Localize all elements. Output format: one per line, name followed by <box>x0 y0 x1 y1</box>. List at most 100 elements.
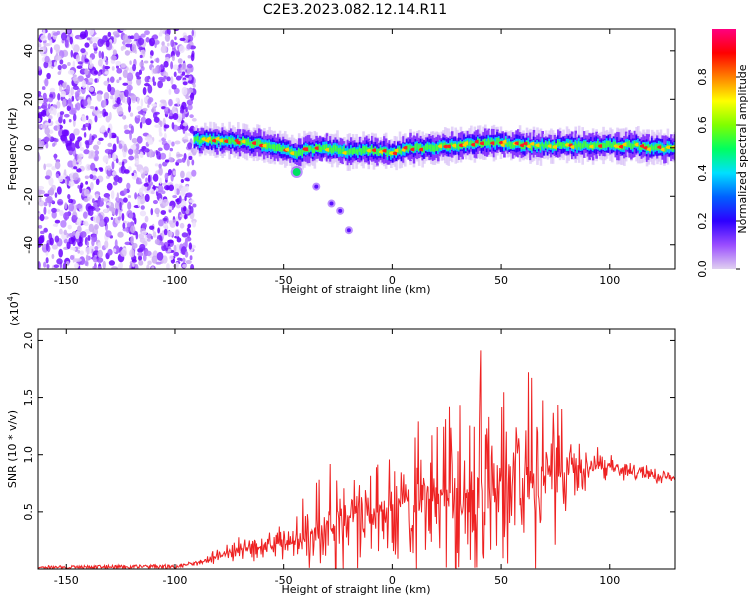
noise-blob <box>116 96 121 105</box>
ridge-cell <box>268 142 271 149</box>
ridge-cell <box>409 144 412 150</box>
noise-blob <box>171 122 175 130</box>
ridge-cell <box>557 140 560 147</box>
colorbar-tick-label: 0.4 <box>696 164 709 182</box>
noise-blob <box>110 55 117 61</box>
spectrogram-y-ticks: -40 -20 0 20 40 <box>22 44 675 254</box>
noise-blob <box>121 161 125 168</box>
noise-blob <box>56 186 62 195</box>
noise-blob <box>156 185 164 193</box>
svg-text:(x104): (x104) <box>6 292 21 326</box>
noise-blob <box>135 71 140 78</box>
noise-blob <box>185 259 192 265</box>
noise-blob <box>122 197 128 203</box>
noise-blob <box>182 257 186 263</box>
figure-title: C2E3.2023.082.12.14.R11 <box>263 2 447 18</box>
noise-blob <box>174 140 181 145</box>
noise-blob <box>135 263 139 269</box>
noise-blob <box>76 168 82 173</box>
noise-blob <box>101 51 104 60</box>
noise-blob <box>68 203 75 212</box>
spectrogram-x-tick-label: 50 <box>494 274 508 287</box>
noise-blob <box>151 103 158 107</box>
noise-blob <box>160 210 167 216</box>
noise-blob <box>105 230 112 238</box>
noise-blob <box>58 175 64 183</box>
noise-blob <box>43 43 47 52</box>
ridge-cell <box>419 144 423 149</box>
ridge-cell <box>574 141 578 148</box>
noise-blob <box>78 141 83 148</box>
ridge-cell <box>647 144 651 150</box>
ridge-cell <box>414 143 418 151</box>
noise-blob <box>180 178 185 184</box>
noise-blob <box>154 207 160 215</box>
noise-blob <box>103 92 110 101</box>
noise-blob <box>136 135 143 144</box>
ridge-cell <box>282 145 285 152</box>
noise-blob <box>150 60 154 64</box>
noise-blob <box>172 219 177 223</box>
noise-blob <box>47 103 51 110</box>
noise-blob <box>41 102 48 109</box>
ridge-cell <box>200 137 204 144</box>
ridge-cell <box>310 146 313 151</box>
noise-blob <box>149 225 155 230</box>
noise-blob <box>102 198 109 202</box>
noise-blob <box>129 60 132 65</box>
ridge-cell <box>661 145 664 150</box>
ridge-cell <box>643 143 647 150</box>
noise-blob <box>128 80 133 85</box>
noise-blob <box>69 109 76 115</box>
noise-blob <box>171 141 175 147</box>
noise-blob <box>182 81 188 86</box>
noise-blob <box>53 44 61 51</box>
noise-blob <box>67 61 71 66</box>
noise-blob <box>128 148 134 155</box>
noise-blob <box>152 199 158 205</box>
noise-blob <box>187 104 193 111</box>
noise-blob <box>179 214 186 218</box>
noise-blob <box>134 217 137 225</box>
noise-blob <box>43 61 49 69</box>
noise-blob <box>186 227 190 232</box>
noise-blob <box>151 266 155 269</box>
noise-blob <box>100 198 104 202</box>
noise-blob <box>128 104 131 113</box>
branch-point <box>346 228 351 233</box>
noise-blob <box>168 205 173 210</box>
ridge-cell <box>650 144 654 150</box>
ridge-cell <box>602 142 605 149</box>
noise-blob <box>178 45 185 53</box>
snr-x-tick-label: -150 <box>54 574 79 587</box>
noise-blob <box>69 255 75 261</box>
ridge-cell <box>433 145 437 153</box>
noise-blob <box>188 199 195 203</box>
ridge-cell <box>388 149 391 155</box>
noise-blob <box>142 166 149 175</box>
noise-blob <box>139 169 144 174</box>
noise-blob <box>147 104 150 108</box>
noise-blob <box>48 115 53 120</box>
noise-blob <box>141 145 147 150</box>
noise-blob <box>68 198 74 204</box>
noise-blob <box>83 211 88 219</box>
noise-blob <box>39 213 45 222</box>
noise-blob <box>166 76 171 82</box>
noise-blob <box>57 64 62 71</box>
branch-point <box>329 201 334 206</box>
noise-blob <box>38 234 44 244</box>
noise-blob <box>107 248 113 256</box>
noise-blob <box>49 38 53 46</box>
noise-blob <box>84 175 90 179</box>
noise-blob <box>54 153 57 161</box>
noise-blob <box>103 65 111 70</box>
noise-blob <box>186 63 193 69</box>
noise-blob <box>167 248 172 253</box>
noise-blob <box>72 77 78 82</box>
noise-blob <box>104 240 109 249</box>
noise-blob <box>138 255 143 261</box>
ridge-cell <box>355 149 358 154</box>
noise-blob <box>117 176 123 184</box>
noise-blob <box>50 47 53 54</box>
